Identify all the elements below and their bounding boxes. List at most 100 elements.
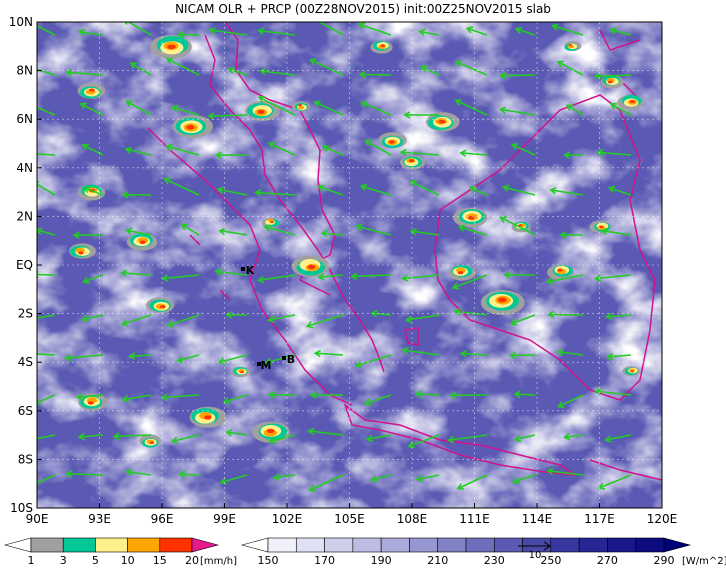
station-marker xyxy=(282,356,286,360)
lat-label: 8N xyxy=(16,64,33,78)
lat-label: 8S xyxy=(18,452,33,466)
wind-arrow xyxy=(549,314,583,315)
lon-label: 102E xyxy=(272,512,303,526)
legend-swatch xyxy=(381,538,409,552)
legend-unit: [W/m^2] xyxy=(682,556,726,567)
precip-cell xyxy=(78,251,83,254)
legend-extension xyxy=(192,538,218,552)
lat-label: 10N xyxy=(9,15,33,29)
precip-cell xyxy=(140,241,146,244)
precip-cell xyxy=(186,125,194,130)
legend-swatch xyxy=(438,538,466,552)
legend-swatch xyxy=(296,538,324,552)
legend-swatch xyxy=(95,538,127,552)
legend-swatch xyxy=(325,538,353,552)
legend-label: 190 xyxy=(371,554,392,567)
legend-label: 3 xyxy=(60,554,67,567)
legend-unit: [mm/h] xyxy=(200,556,237,567)
precip-cell xyxy=(381,44,385,47)
legend-label: 1 xyxy=(28,554,35,567)
reference-label: 10 xyxy=(529,550,542,561)
precip-cell xyxy=(389,140,395,143)
precip-cell xyxy=(270,221,274,223)
legend-extension xyxy=(664,538,690,552)
legend-label: 10 xyxy=(121,554,135,567)
title: NICAM OLR + PRCP (00Z28NOV2015) init:00Z… xyxy=(175,2,551,16)
wind-arrow xyxy=(360,74,391,75)
lon-label: 99E xyxy=(213,512,236,526)
legend-label: 290 xyxy=(654,554,675,567)
legend-swatch xyxy=(268,538,296,552)
precip-cell xyxy=(240,371,244,373)
legend-swatch xyxy=(636,538,664,552)
station-label: B xyxy=(287,353,295,366)
station-marker xyxy=(241,267,245,271)
lon-label: 93E xyxy=(88,512,111,526)
legend-label: 250 xyxy=(540,554,561,567)
lon-label: 108E xyxy=(397,512,428,526)
olr-legend: 150 170 190 210 230 250 270 290 [W/m^2] xyxy=(242,538,726,567)
legend-label: 15 xyxy=(153,554,167,567)
precip-cell xyxy=(458,271,464,274)
precip-cell xyxy=(88,401,94,404)
precip-cell xyxy=(258,110,265,114)
legend-swatch xyxy=(579,538,607,552)
wind-arrow xyxy=(179,34,199,35)
legend-label: 270 xyxy=(597,554,618,567)
precip-cell xyxy=(569,44,572,46)
lon-label: 96E xyxy=(151,512,174,526)
precip-cell xyxy=(267,429,275,433)
legend-label: 230 xyxy=(484,554,505,567)
legend-label: 170 xyxy=(314,554,335,567)
wind-arrow xyxy=(515,394,535,395)
lon-label: 120E xyxy=(647,512,678,526)
lat-label: 6N xyxy=(16,112,33,126)
wind-arrow xyxy=(209,115,247,116)
precip-cell xyxy=(160,305,166,308)
legend-swatch xyxy=(353,538,381,552)
station-label: K xyxy=(246,264,255,277)
lon-label: 114E xyxy=(522,512,553,526)
precip-cell xyxy=(167,45,175,50)
station-label: M xyxy=(261,359,272,372)
legend-extension xyxy=(242,538,268,552)
legend-swatch xyxy=(63,538,95,552)
legend-swatch xyxy=(409,538,437,552)
wind-arrowhead xyxy=(310,16,316,21)
wind-arrow xyxy=(180,474,199,475)
legend-swatch xyxy=(551,538,579,552)
precip-cell xyxy=(409,159,414,162)
lon-label: 90E xyxy=(26,512,49,526)
lon-label: 111E xyxy=(459,512,490,526)
legend-extension xyxy=(5,538,31,552)
precip-cell xyxy=(204,415,211,419)
wind-arrowhead xyxy=(20,486,26,492)
legend-label: 150 xyxy=(258,554,279,567)
legend-label: 5 xyxy=(92,554,99,567)
precip-cell xyxy=(298,104,302,106)
legend-swatch xyxy=(128,538,160,552)
lat-label: 6S xyxy=(18,404,33,418)
lat-label: EQ xyxy=(16,258,33,272)
lon-label: 105E xyxy=(334,512,365,526)
legend-label: 210 xyxy=(427,554,448,567)
precip-cell xyxy=(630,100,635,103)
wind-arrowhead xyxy=(19,99,25,105)
lat-label: 4S xyxy=(18,355,33,369)
precip-cell xyxy=(89,88,95,91)
precip-cell xyxy=(608,81,613,84)
wind-arrowhead xyxy=(22,150,27,156)
legend-swatch xyxy=(494,538,522,552)
precip-cell xyxy=(438,120,445,124)
precip-cell xyxy=(150,441,154,443)
legend-swatch xyxy=(466,538,494,552)
legend-swatch xyxy=(607,538,635,552)
lat-label: 2S xyxy=(18,307,33,321)
wind-arrowhead xyxy=(23,437,29,443)
precip-cell xyxy=(308,265,316,269)
precip-cell xyxy=(630,370,633,372)
legend-swatch xyxy=(31,538,63,552)
precip-cell xyxy=(498,298,507,303)
